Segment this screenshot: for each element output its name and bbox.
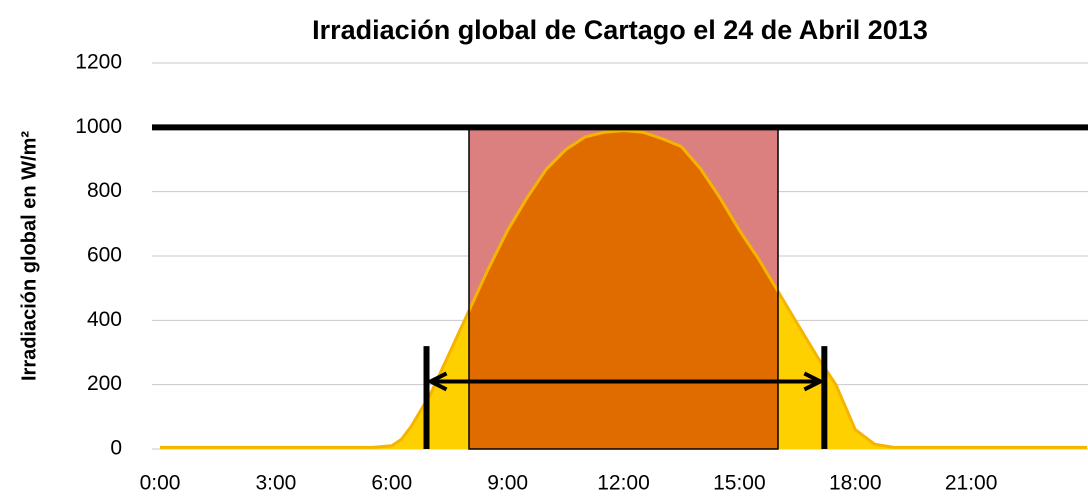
x-tick-label: 18:00 bbox=[829, 472, 882, 495]
y-tick-label: 1200 bbox=[75, 51, 122, 74]
y-tick-label: 400 bbox=[87, 308, 122, 331]
chart-title: Irradiación global de Cartago el 24 de A… bbox=[312, 15, 928, 45]
x-tick-label: 15:00 bbox=[713, 472, 766, 495]
x-tick-label: 9:00 bbox=[487, 472, 528, 495]
area-line bbox=[160, 129, 1087, 449]
y-tick-label: 1000 bbox=[75, 115, 122, 138]
y-tick-label: 0 bbox=[110, 437, 122, 460]
y-tick-label: 600 bbox=[87, 244, 122, 267]
peak-area bbox=[469, 130, 778, 449]
y-tick-label: 200 bbox=[87, 372, 122, 395]
x-tick-label: 3:00 bbox=[255, 472, 296, 495]
x-tick-label: 6:00 bbox=[371, 472, 412, 495]
x-tick-label: 0:00 bbox=[140, 472, 181, 495]
y-axis-label: Irradiación global en W/m² bbox=[18, 131, 40, 381]
y-tick-label: 800 bbox=[87, 179, 122, 202]
x-tick-label: 12:00 bbox=[597, 472, 650, 495]
x-tick-label: 21:00 bbox=[945, 472, 998, 495]
